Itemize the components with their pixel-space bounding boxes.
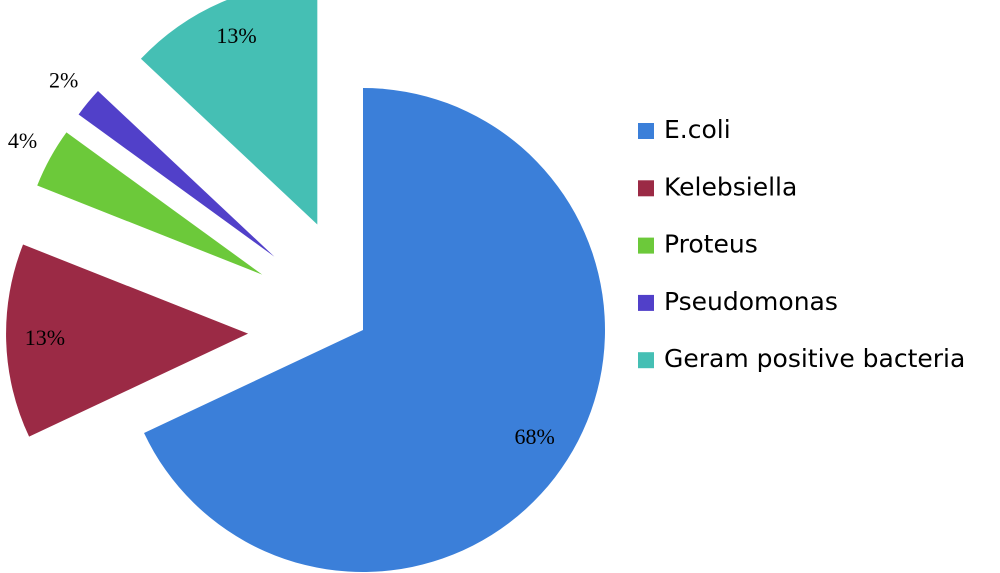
- legend-label: Kelebsiella: [664, 172, 797, 201]
- data-label: 13%: [216, 23, 256, 48]
- legend-label: Pseudomonas: [664, 287, 838, 316]
- data-label: 68%: [514, 424, 554, 449]
- legend-label: Geram positive bacteria: [664, 344, 965, 373]
- legend-swatch: [638, 294, 654, 311]
- pie-slice: [37, 132, 263, 275]
- data-label: 13%: [25, 325, 65, 350]
- pie-slice: [6, 244, 249, 437]
- data-label: 4%: [8, 128, 37, 153]
- legend-swatch: [638, 237, 654, 254]
- legend-swatch: [638, 180, 654, 197]
- legend-swatch: [638, 123, 654, 139]
- pie-slice: [144, 88, 606, 572]
- pie-slice: [78, 91, 275, 257]
- legend-label: Proteus: [664, 230, 758, 259]
- data-label: 2%: [49, 67, 78, 92]
- pie-slice: [140, 0, 318, 225]
- legend-swatch: [638, 352, 654, 369]
- legend-label: E.coli: [664, 115, 731, 144]
